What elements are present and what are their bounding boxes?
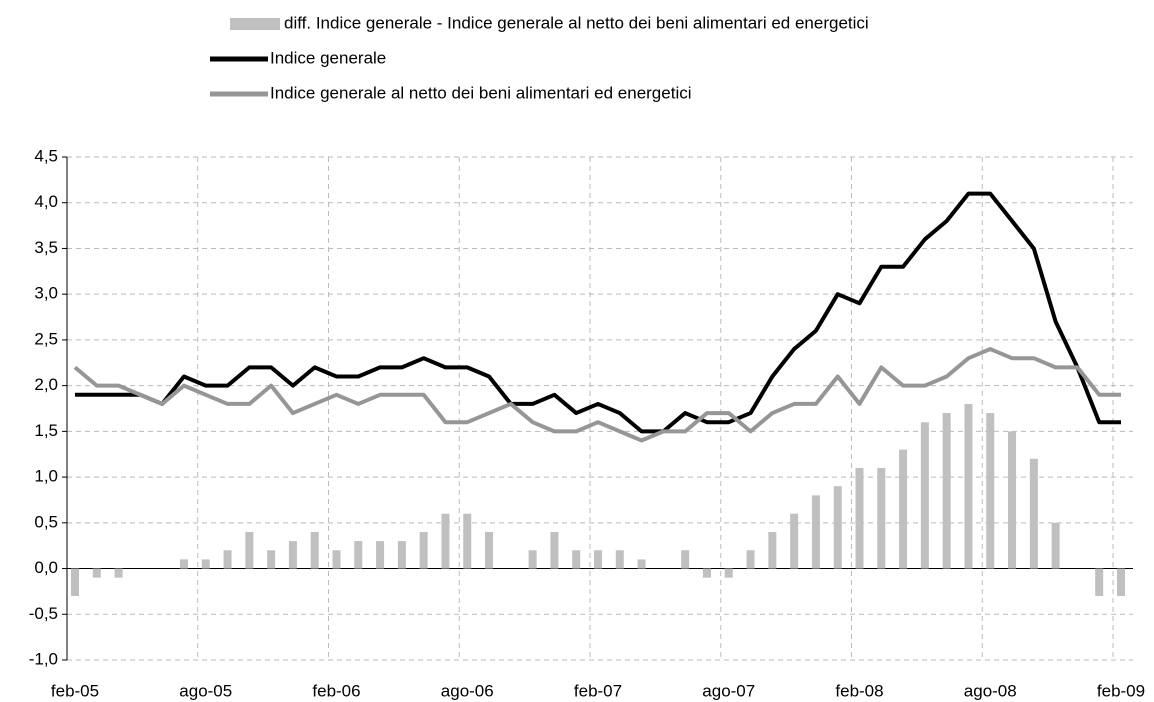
bar	[267, 550, 276, 569]
bar	[376, 541, 385, 569]
y-tick-label: 3,0	[34, 284, 58, 303]
bar	[201, 559, 210, 569]
x-tick-label: feb-07	[574, 681, 622, 700]
bar	[594, 550, 602, 569]
bar	[790, 513, 799, 569]
bar	[485, 531, 494, 569]
y-tick-label: 1,0	[34, 467, 58, 486]
x-tick-label: feb-05	[51, 681, 99, 700]
bar	[1117, 568, 1125, 596]
bar	[855, 467, 864, 569]
bar	[899, 449, 908, 569]
bar	[114, 568, 123, 578]
bar	[71, 568, 79, 596]
bar	[332, 550, 341, 569]
bar	[288, 541, 297, 569]
bar	[920, 422, 929, 569]
bar	[245, 531, 254, 569]
bar	[615, 550, 624, 569]
bar	[637, 559, 646, 569]
y-tick-label: 4,0	[34, 192, 58, 211]
bar	[724, 568, 733, 578]
bar	[92, 568, 101, 578]
bar	[768, 531, 777, 569]
bar	[1029, 458, 1038, 569]
y-tick-label: -1,0	[29, 649, 58, 668]
bar	[528, 550, 537, 569]
line	[75, 191, 1121, 434]
bar	[550, 531, 559, 569]
legend-label: Indice generale al netto dei beni alimen…	[270, 83, 692, 102]
bar	[397, 541, 406, 569]
y-tick-label: 0,0	[34, 558, 58, 577]
bar	[1008, 431, 1017, 569]
bar	[463, 513, 472, 569]
bar	[877, 467, 886, 569]
bar	[1051, 522, 1060, 569]
x-tick-label: ago-08	[964, 681, 1017, 700]
bar	[572, 550, 581, 569]
legend-swatch	[230, 18, 280, 30]
x-tick-label: feb-06	[312, 681, 360, 700]
bar	[354, 541, 363, 569]
bar	[833, 486, 842, 569]
bar	[746, 550, 755, 569]
bar	[702, 568, 711, 578]
y-tick-label: 4,5	[34, 146, 58, 165]
x-tick-label: ago-07	[702, 681, 755, 700]
x-tick-label: ago-05	[179, 681, 232, 700]
x-tick-label: feb-09	[1097, 681, 1145, 700]
bar	[942, 413, 951, 569]
y-tick-label: 1,5	[34, 421, 58, 440]
bar	[310, 531, 319, 569]
bar	[441, 513, 450, 569]
bar	[811, 495, 820, 569]
legend-label: Indice generale	[270, 48, 386, 67]
y-tick-label: 0,5	[34, 512, 58, 531]
legend-label: diff. Indice generale - Indice generale …	[284, 13, 869, 32]
bar	[964, 403, 973, 569]
bar	[223, 550, 232, 569]
bar	[681, 550, 690, 569]
line	[73, 347, 1121, 443]
bar	[419, 531, 428, 569]
y-tick-label: 3,5	[34, 238, 58, 257]
bar	[1095, 568, 1104, 596]
x-tick-label: feb-08	[835, 681, 883, 700]
x-tick-label: ago-06	[441, 681, 494, 700]
y-tick-label: 2,5	[34, 329, 58, 348]
bar	[179, 559, 188, 569]
bar	[986, 413, 995, 569]
y-tick-label: -0,5	[29, 604, 58, 623]
y-tick-label: 2,0	[34, 375, 58, 394]
